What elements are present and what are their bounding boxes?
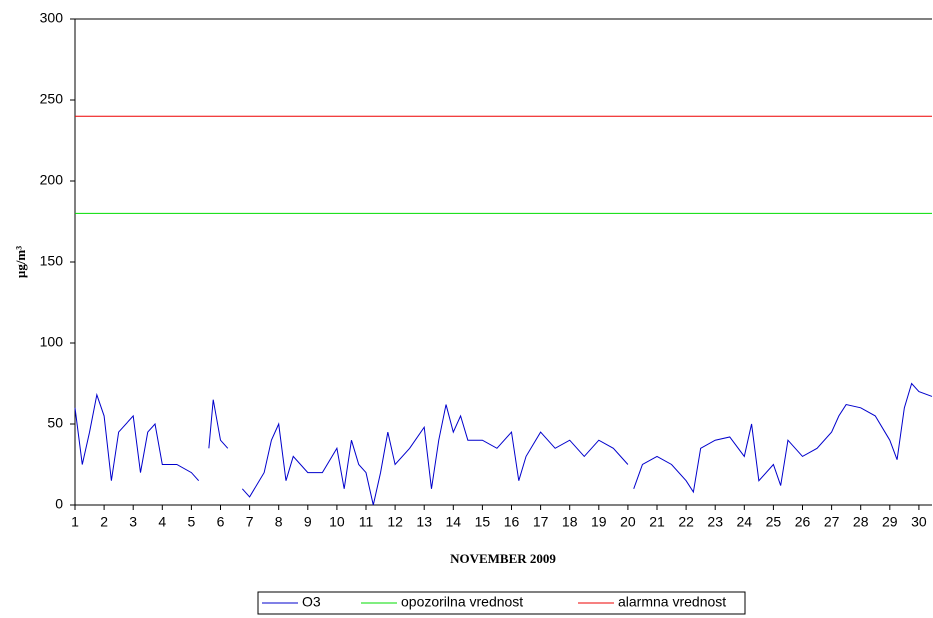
x-tick-label: 14 [446, 514, 462, 530]
series-line [74, 382, 933, 506]
x-tick-label: 5 [188, 514, 196, 530]
y-axis-title: µg/m³ [13, 246, 28, 278]
x-tick-label: 21 [649, 514, 665, 530]
x-tick-label: 2 [100, 514, 108, 530]
x-tick-label: 12 [387, 514, 403, 530]
x-tick-label: 9 [304, 514, 312, 530]
x-tick-label: 10 [329, 514, 345, 530]
x-tick-label: 8 [275, 514, 283, 530]
x-tick-label: 19 [591, 514, 607, 530]
x-tick-label: 26 [795, 514, 811, 530]
x-tick-label: 20 [620, 514, 636, 530]
x-tick-label: 28 [853, 514, 869, 530]
y-tick-label: 0 [55, 496, 63, 512]
y-tick-label: 100 [40, 334, 64, 350]
x-tick-label: 25 [766, 514, 782, 530]
x-tick-label: 17 [533, 514, 549, 530]
x-tick-label: 22 [678, 514, 694, 530]
x-tick-label: 6 [217, 514, 225, 530]
y-tick-label: 250 [40, 91, 64, 107]
x-tick-label: 13 [416, 514, 432, 530]
x-tick-label: 29 [882, 514, 898, 530]
x-tick-label: 16 [504, 514, 520, 530]
x-tick-label: 30 [911, 514, 927, 530]
legend-box [257, 591, 746, 615]
x-tick-label: 3 [129, 514, 137, 530]
x-tick-label: 1 [71, 514, 79, 530]
x-tick-label: 15 [475, 514, 491, 530]
legend-label: alarmna vrednost [618, 594, 726, 610]
y-tick-label: 150 [40, 253, 64, 269]
x-tick-label: 4 [158, 514, 166, 530]
x-tick-label: 23 [707, 514, 723, 530]
x-tick-label: 11 [359, 514, 374, 530]
x-tick-label: 18 [562, 514, 578, 530]
x-tick-label: 7 [246, 514, 254, 530]
y-tick-label: 50 [47, 415, 63, 431]
x-axis-title: NOVEMBER 2009 [450, 551, 556, 566]
x-tick-label: 27 [824, 514, 840, 530]
y-tick-label: 200 [40, 172, 64, 188]
legend-label: opozorilna vrednost [401, 594, 523, 610]
y-tick-label: 300 [40, 10, 64, 26]
legend-label: O3 [302, 594, 321, 610]
x-tick-label: 24 [737, 514, 753, 530]
